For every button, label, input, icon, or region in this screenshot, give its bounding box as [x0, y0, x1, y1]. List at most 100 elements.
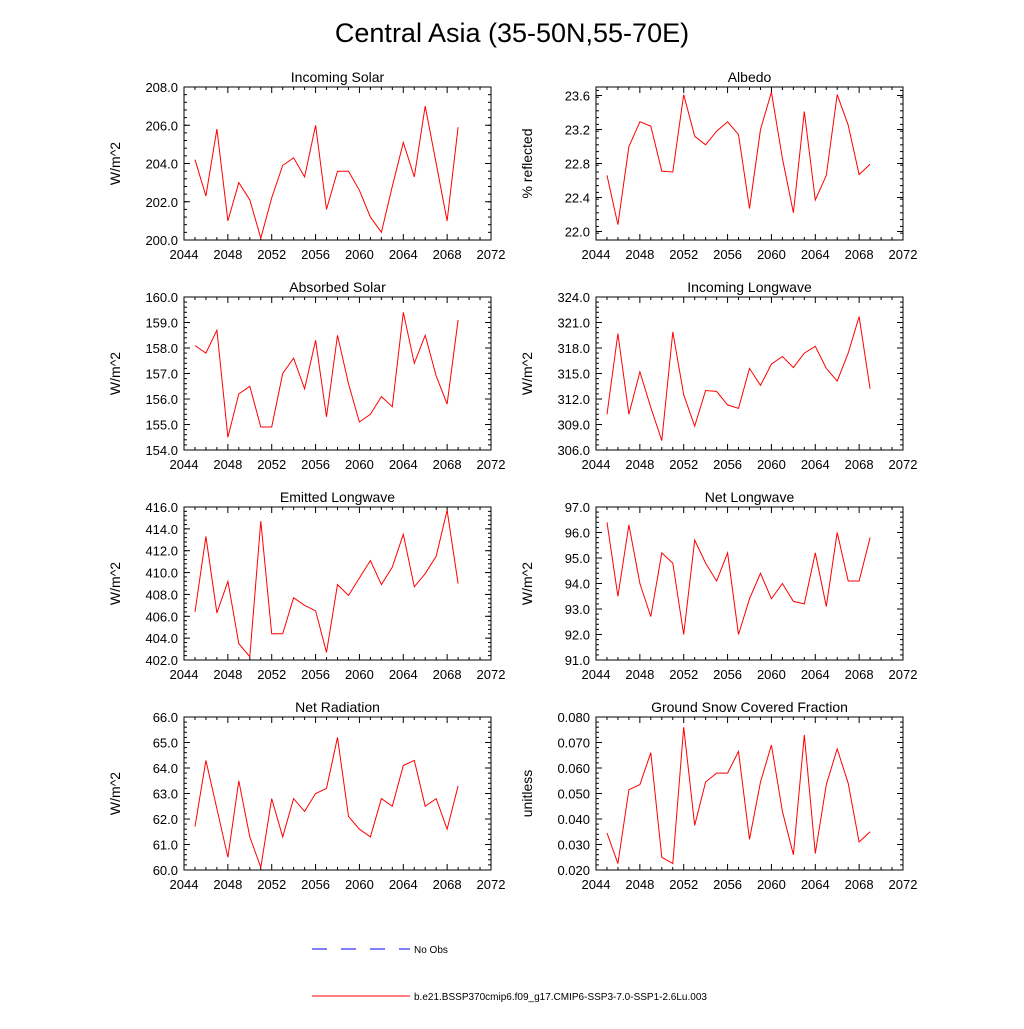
y-tick-label: 97.0: [565, 500, 590, 515]
x-tick-label: 2060: [345, 457, 374, 472]
y-tick-label: 0.080: [557, 710, 590, 725]
x-tick-label: 2068: [845, 877, 874, 892]
y-axis-label: % reflected: [519, 128, 535, 198]
y-tick-label: 92.0: [565, 628, 590, 643]
panel: Incoming Solar W/m^2 2044 2048 2052 2056 2060 2…: [107, 69, 505, 262]
x-tick-label: 2064: [801, 457, 830, 472]
y-tick-label: 63.0: [153, 787, 178, 802]
panel-title: Albedo: [728, 69, 772, 85]
y-tick-label: 156.0: [145, 392, 178, 407]
x-tick-label: 2064: [801, 247, 830, 262]
x-tick-label: 2044: [170, 247, 199, 262]
y-tick-label: 61.0: [153, 838, 178, 853]
x-tick-label: 2052: [257, 457, 286, 472]
y-tick-label: 159.0: [145, 316, 178, 331]
x-tick-label: 2072: [889, 247, 918, 262]
series-line: [194, 510, 459, 658]
x-tick-label: 2056: [713, 877, 742, 892]
x-tick-label: 2048: [625, 247, 654, 262]
plot-frame: [595, 506, 904, 661]
y-tick-label: 94.0: [565, 577, 590, 592]
x-tick-label: 2052: [669, 247, 698, 262]
y-tick-label: 402.0: [145, 653, 178, 668]
x-tick-label: 2060: [757, 877, 786, 892]
series-line: [606, 727, 871, 865]
x-tick-label: 2048: [213, 247, 242, 262]
x-tick-label: 2060: [345, 247, 374, 262]
series-line: [194, 312, 459, 438]
x-tick-label: 2048: [213, 877, 242, 892]
x-tick-label: 2068: [433, 877, 462, 892]
y-axis-label: W/m^2: [519, 352, 535, 395]
x-tick-label: 2068: [433, 667, 462, 682]
x-tick-label: 2068: [433, 457, 462, 472]
x-tick-label: 2056: [713, 457, 742, 472]
x-tick-label: 2068: [433, 247, 462, 262]
panel: Incoming Longwave W/m^2 2044 2048 2052 2056 20…: [519, 279, 917, 472]
y-tick-label: 95.0: [565, 551, 590, 566]
x-tick-label: 2072: [889, 457, 918, 472]
y-tick-label: 202.0: [145, 195, 178, 210]
y-tick-label: 65.0: [153, 736, 178, 751]
x-tick-label: 2056: [301, 247, 330, 262]
y-tick-label: 158.0: [145, 341, 178, 356]
x-tick-label: 2072: [889, 667, 918, 682]
y-axis-label: W/m^2: [519, 562, 535, 605]
plot-frame: [595, 296, 904, 451]
x-tick-label: 2060: [345, 667, 374, 682]
y-tick-label: 0.070: [557, 736, 590, 751]
series-line: [606, 316, 871, 441]
y-tick-label: 23.6: [565, 89, 590, 104]
x-tick-label: 2060: [757, 667, 786, 682]
x-tick-label: 2044: [582, 667, 611, 682]
panel: Net Longwave W/m^2 2044 2048 2052 2056 2060 206…: [519, 489, 917, 682]
y-tick-label: 160.0: [145, 290, 178, 305]
plot-frame: [183, 506, 492, 661]
x-tick-label: 2056: [301, 667, 330, 682]
panel: Albedo % reflected 2044 2048 2052 2056 2060 206…: [519, 69, 917, 262]
x-tick-label: 2056: [713, 667, 742, 682]
series-line: [606, 522, 871, 635]
panel-title: Emitted Longwave: [280, 489, 395, 505]
y-tick-label: 408.0: [145, 587, 178, 602]
y-axis-label: W/m^2: [107, 142, 123, 185]
x-tick-label: 2060: [345, 877, 374, 892]
x-tick-label: 2048: [625, 877, 654, 892]
x-tick-label: 2048: [213, 457, 242, 472]
y-axis-label: W/m^2: [107, 562, 123, 605]
y-tick-label: 93.0: [565, 602, 590, 617]
y-tick-label: 412.0: [145, 544, 178, 559]
y-tick-label: 0.050: [557, 787, 590, 802]
panel-title: Absorbed Solar: [289, 279, 386, 295]
panel: Net Radiation W/m^2 2044 2048 2052 2056 2060 20…: [107, 699, 505, 892]
x-tick-label: 2068: [845, 667, 874, 682]
y-tick-label: 206.0: [145, 118, 178, 133]
x-tick-label: 2064: [389, 247, 418, 262]
y-tick-label: 414.0: [145, 522, 178, 537]
y-tick-label: 23.2: [565, 123, 590, 138]
x-tick-label: 2064: [389, 457, 418, 472]
plot-frame: [595, 716, 904, 871]
x-tick-label: 2068: [845, 457, 874, 472]
y-tick-label: 0.040: [557, 812, 590, 827]
legend-obs-label: No Obs: [414, 945, 448, 956]
y-tick-label: 309.0: [557, 418, 590, 433]
x-tick-label: 2064: [801, 877, 830, 892]
x-tick-label: 2044: [582, 877, 611, 892]
y-tick-label: 22.4: [565, 191, 590, 206]
y-tick-label: 306.0: [557, 443, 590, 458]
series-line: [606, 91, 871, 225]
y-tick-label: 22.0: [565, 225, 590, 240]
x-tick-label: 2052: [669, 877, 698, 892]
y-tick-label: 157.0: [145, 367, 178, 382]
x-tick-label: 2056: [713, 247, 742, 262]
y-tick-label: 200.0: [145, 233, 178, 248]
y-tick-label: 318.0: [557, 341, 590, 356]
x-tick-label: 2064: [389, 877, 418, 892]
panel-title: Incoming Solar: [291, 69, 385, 85]
y-tick-label: 312.0: [557, 392, 590, 407]
x-tick-label: 2068: [845, 247, 874, 262]
panel-title: Incoming Longwave: [687, 279, 812, 295]
x-tick-label: 2044: [170, 667, 199, 682]
